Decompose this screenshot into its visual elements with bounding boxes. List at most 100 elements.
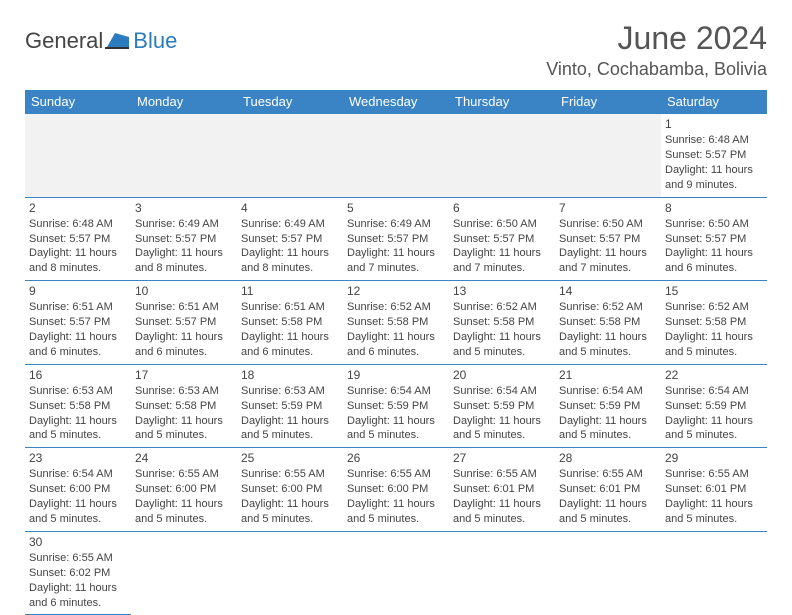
daylight-text: Daylight: 11 hours and 6 minutes. [665, 246, 763, 276]
day-number: 8 [665, 200, 763, 216]
logo-text-general: General [25, 28, 103, 54]
sunset-text: Sunset: 6:00 PM [29, 482, 127, 497]
daylight-text: Daylight: 11 hours and 8 minutes. [29, 246, 127, 276]
sunrise-text: Sunrise: 6:53 AM [29, 384, 127, 399]
daylight-text: Daylight: 11 hours and 5 minutes. [347, 497, 445, 527]
daylight-text: Daylight: 11 hours and 8 minutes. [241, 246, 339, 276]
calendar-cell: 25Sunrise: 6:55 AMSunset: 6:00 PMDayligh… [237, 448, 343, 532]
calendar-cell: 3Sunrise: 6:49 AMSunset: 5:57 PMDaylight… [131, 197, 237, 281]
daylight-text: Daylight: 11 hours and 5 minutes. [559, 330, 657, 360]
sunset-text: Sunset: 5:59 PM [241, 399, 339, 414]
day-header: Tuesday [237, 90, 343, 114]
sunset-text: Sunset: 5:59 PM [665, 399, 763, 414]
sunrise-text: Sunrise: 6:48 AM [29, 217, 127, 232]
calendar-cell: 14Sunrise: 6:52 AMSunset: 5:58 PMDayligh… [555, 281, 661, 365]
daylight-text: Daylight: 11 hours and 7 minutes. [559, 246, 657, 276]
sunset-text: Sunset: 6:00 PM [135, 482, 233, 497]
calendar-cell: 23Sunrise: 6:54 AMSunset: 6:00 PMDayligh… [25, 448, 131, 532]
sunrise-text: Sunrise: 6:50 AM [559, 217, 657, 232]
daylight-text: Daylight: 11 hours and 5 minutes. [135, 497, 233, 527]
sunset-text: Sunset: 5:58 PM [559, 315, 657, 330]
calendar-cell: 29Sunrise: 6:55 AMSunset: 6:01 PMDayligh… [661, 448, 767, 532]
sunset-text: Sunset: 5:58 PM [241, 315, 339, 330]
day-number: 11 [241, 283, 339, 299]
calendar-cell: 10Sunrise: 6:51 AMSunset: 5:57 PMDayligh… [131, 281, 237, 365]
calendar-cell: 30Sunrise: 6:55 AMSunset: 6:02 PMDayligh… [25, 531, 131, 615]
calendar-cell: 26Sunrise: 6:55 AMSunset: 6:00 PMDayligh… [343, 448, 449, 532]
day-number: 16 [29, 367, 127, 383]
calendar-cell [343, 114, 449, 198]
sunrise-text: Sunrise: 6:51 AM [29, 300, 127, 315]
sunrise-text: Sunrise: 6:55 AM [559, 467, 657, 482]
calendar-cell [449, 114, 555, 198]
location: Vinto, Cochabamba, Bolivia [546, 59, 767, 80]
sunset-text: Sunset: 5:58 PM [665, 315, 763, 330]
sunset-text: Sunset: 5:59 PM [347, 399, 445, 414]
day-number: 4 [241, 200, 339, 216]
sunset-text: Sunset: 5:57 PM [665, 148, 763, 163]
sunset-text: Sunset: 5:58 PM [347, 315, 445, 330]
daylight-text: Daylight: 11 hours and 5 minutes. [241, 414, 339, 444]
sunset-text: Sunset: 5:57 PM [29, 315, 127, 330]
sunrise-text: Sunrise: 6:53 AM [135, 384, 233, 399]
calendar-cell: 4Sunrise: 6:49 AMSunset: 5:57 PMDaylight… [237, 197, 343, 281]
day-number: 29 [665, 450, 763, 466]
daylight-text: Daylight: 11 hours and 5 minutes. [241, 497, 339, 527]
calendar-cell: 28Sunrise: 6:55 AMSunset: 6:01 PMDayligh… [555, 448, 661, 532]
logo-text-blue: Blue [133, 28, 177, 54]
day-number: 14 [559, 283, 657, 299]
calendar-cell [449, 531, 555, 615]
day-number: 18 [241, 367, 339, 383]
calendar-table: Sunday Monday Tuesday Wednesday Thursday… [25, 90, 767, 615]
calendar-cell: 27Sunrise: 6:55 AMSunset: 6:01 PMDayligh… [449, 448, 555, 532]
sunrise-text: Sunrise: 6:51 AM [241, 300, 339, 315]
day-number: 7 [559, 200, 657, 216]
day-number: 21 [559, 367, 657, 383]
day-header: Sunday [25, 90, 131, 114]
sunrise-text: Sunrise: 6:55 AM [29, 551, 127, 566]
day-number: 22 [665, 367, 763, 383]
day-number: 27 [453, 450, 551, 466]
daylight-text: Daylight: 11 hours and 6 minutes. [347, 330, 445, 360]
day-number: 12 [347, 283, 445, 299]
sunrise-text: Sunrise: 6:50 AM [665, 217, 763, 232]
day-number: 25 [241, 450, 339, 466]
title-block: June 2024 Vinto, Cochabamba, Bolivia [546, 20, 767, 80]
day-number: 13 [453, 283, 551, 299]
sunset-text: Sunset: 6:01 PM [559, 482, 657, 497]
day-number: 30 [29, 534, 127, 550]
sunset-text: Sunset: 6:00 PM [347, 482, 445, 497]
daylight-text: Daylight: 11 hours and 5 minutes. [135, 414, 233, 444]
calendar-cell: 20Sunrise: 6:54 AMSunset: 5:59 PMDayligh… [449, 364, 555, 448]
day-number: 23 [29, 450, 127, 466]
daylight-text: Daylight: 11 hours and 5 minutes. [29, 414, 127, 444]
day-number: 26 [347, 450, 445, 466]
calendar-cell: 15Sunrise: 6:52 AMSunset: 5:58 PMDayligh… [661, 281, 767, 365]
daylight-text: Daylight: 11 hours and 5 minutes. [453, 497, 551, 527]
day-number: 28 [559, 450, 657, 466]
daylight-text: Daylight: 11 hours and 6 minutes. [135, 330, 233, 360]
day-number: 15 [665, 283, 763, 299]
day-number: 24 [135, 450, 233, 466]
daylight-text: Daylight: 11 hours and 7 minutes. [347, 246, 445, 276]
calendar-cell: 11Sunrise: 6:51 AMSunset: 5:58 PMDayligh… [237, 281, 343, 365]
calendar-week-row: 2Sunrise: 6:48 AMSunset: 5:57 PMDaylight… [25, 197, 767, 281]
calendar-cell: 9Sunrise: 6:51 AMSunset: 5:57 PMDaylight… [25, 281, 131, 365]
sunset-text: Sunset: 5:58 PM [135, 399, 233, 414]
calendar-week-row: 1Sunrise: 6:48 AMSunset: 5:57 PMDaylight… [25, 114, 767, 198]
sunset-text: Sunset: 5:57 PM [559, 232, 657, 247]
sunset-text: Sunset: 5:57 PM [135, 232, 233, 247]
day-number: 3 [135, 200, 233, 216]
calendar-week-row: 9Sunrise: 6:51 AMSunset: 5:57 PMDaylight… [25, 281, 767, 365]
day-number: 19 [347, 367, 445, 383]
sunrise-text: Sunrise: 6:55 AM [241, 467, 339, 482]
day-number: 10 [135, 283, 233, 299]
month-title: June 2024 [546, 20, 767, 57]
logo-flag-icon [105, 31, 131, 51]
calendar-cell: 6Sunrise: 6:50 AMSunset: 5:57 PMDaylight… [449, 197, 555, 281]
calendar-cell [555, 114, 661, 198]
day-header: Thursday [449, 90, 555, 114]
sunset-text: Sunset: 5:57 PM [241, 232, 339, 247]
calendar-cell: 12Sunrise: 6:52 AMSunset: 5:58 PMDayligh… [343, 281, 449, 365]
sunset-text: Sunset: 6:00 PM [241, 482, 339, 497]
